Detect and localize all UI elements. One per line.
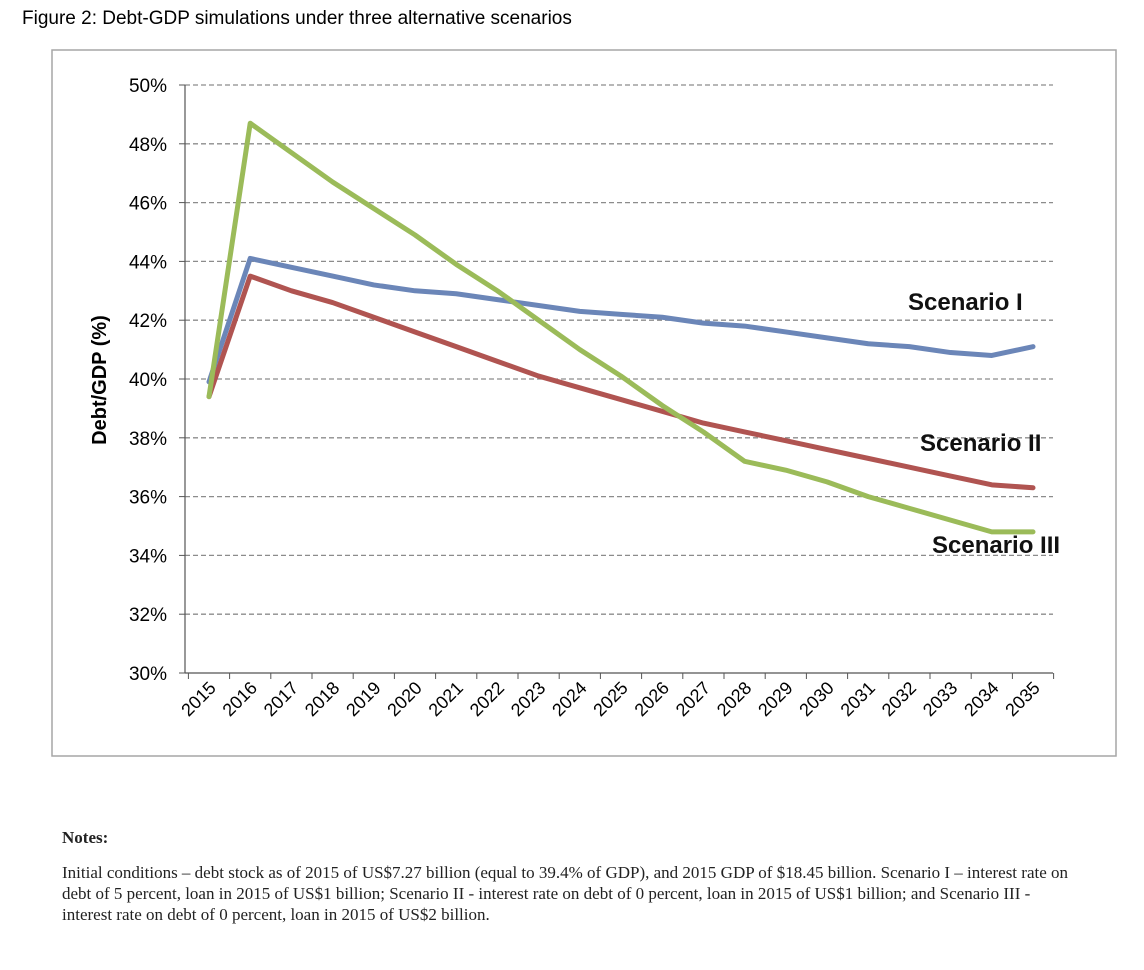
notes-heading: Notes: (62, 828, 109, 847)
y-tick-label: 50% (129, 76, 167, 97)
figure-title: Figure 2: Debt-GDP simulations under thr… (22, 8, 572, 29)
series-line-scenario-2 (206, 273, 1036, 491)
y-tick-label: 38% (129, 429, 167, 450)
y-tick-label: 46% (129, 194, 167, 215)
chart: 30%32%34%36%38%40%42%44%46%48%50% 201520… (51, 49, 1117, 757)
y-tick-label: 40% (129, 370, 167, 391)
y-tick-labels: 30% 32% 34% 36% 38% 40% 42% 44% 46% 48% 50% (129, 76, 167, 685)
series-line-scenario-3 (206, 120, 1036, 535)
chart-frame (51, 49, 1117, 757)
series-label-scenario-3: Scenario III (932, 532, 1060, 559)
series-line-scenario-1 (206, 255, 1036, 385)
y-tick-label: 32% (129, 605, 167, 626)
y-axis-label: Debt/GDP (%) (89, 315, 111, 445)
notes-section: Notes: Initial conditions – debt stock a… (62, 828, 1082, 925)
axes (179, 84, 1055, 679)
series-label-scenario-1: Scenario I (908, 289, 1023, 316)
y-tick-label: 48% (129, 135, 167, 156)
y-tick-label: 34% (129, 546, 167, 567)
y-tick-label: 36% (129, 488, 167, 509)
y-tick-label: 42% (129, 311, 167, 332)
y-tick-label: 44% (129, 252, 167, 273)
series-label-scenario-2: Scenario II (920, 430, 1041, 457)
grid-lines (185, 84, 1053, 615)
series-lines (206, 120, 1036, 535)
y-tick-label: 30% (129, 664, 167, 685)
notes-text: Initial conditions – debt stock as of 20… (62, 863, 1069, 924)
